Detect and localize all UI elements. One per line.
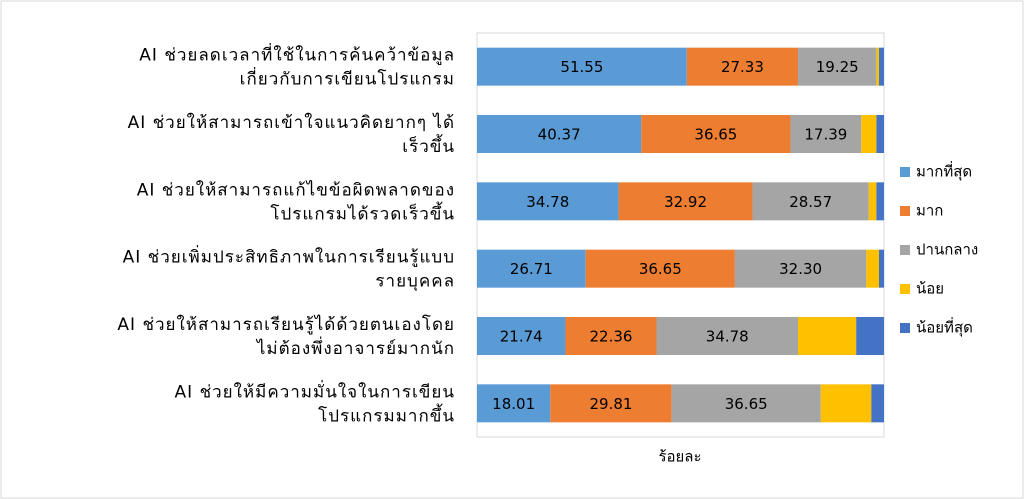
bar-segment [477,182,619,221]
value-label: 36.65 [639,260,682,278]
bar-segment [790,115,862,153]
plot-border [476,32,885,438]
legend-label: มาก [916,202,943,220]
value-label: 34.78 [526,193,569,211]
legend-swatch [900,206,910,216]
category-label: AI ช่วยเพิ่มประสิทธิภาพในการเรียนรู้แบบ [123,245,455,268]
bar-segment [686,47,799,86]
bar-segment [878,47,884,86]
legend-label: มากที่สุด [916,161,972,182]
value-label: 17.39 [804,126,847,144]
value-label: 32.92 [664,193,707,211]
bar-segment [477,384,551,423]
bar-segment [866,249,879,288]
legend-label: น้อยที่สุด [916,317,973,338]
bar-segment [477,115,642,153]
bar-segment [585,249,735,288]
category-label: AI ช่วยลดเวลาที่ใช้ในการค้นคว้าข้อมูล [139,43,455,66]
value-label: 32.30 [779,260,822,278]
value-label: 19.25 [816,58,859,76]
category-label: โปรแกรมมากขึ้น [318,403,455,426]
bar-segment [477,317,566,355]
value-label: 18.01 [492,395,535,413]
bar-segment [550,384,672,423]
bar-segment [876,182,884,221]
category-label: โปรแกรมได้รวดเร็วขึ้น [270,201,455,224]
legend-swatch [900,323,910,333]
bar-segment [477,249,586,288]
category-label: AI ช่วยให้สามารถแก้ไขข้อผิดพลาดของ [137,179,455,200]
category-label: รายบุคคล [375,272,455,292]
legend-label: ปานกลาง [916,241,978,259]
legend-label: น้อย [916,280,944,298]
bar-segment [565,317,657,355]
bar-segment [856,317,884,355]
value-label: 28.57 [789,193,832,211]
value-label: 34.78 [706,328,749,346]
bar-segment [752,182,869,221]
bar-segment [671,384,821,423]
category-label: AI ช่วยให้สามารถเรียนรู้ได้ด้วยตนเองโดย [117,314,455,335]
value-label: 51.55 [560,58,603,76]
category-label: เร็วขึ้น [402,134,455,157]
bar-segment [878,249,885,288]
value-label: 40.37 [538,126,581,144]
bar-segment [876,115,884,153]
bar-segment [820,384,872,423]
value-label: 29.81 [589,395,632,413]
bar-segment [798,47,877,86]
value-label: 21.74 [500,328,543,346]
value-label: 26.71 [510,260,553,278]
bar-segment [861,115,877,153]
bar-segment [477,47,687,86]
legend-swatch [900,284,910,294]
value-label: 22.36 [590,328,633,346]
x-axis-label: ร้อยละ [658,448,701,466]
bar-segment [641,115,791,153]
category-label: เกี่ยวกับการเขียนโปรแกรม [240,67,455,90]
bar-segment [656,317,799,355]
value-label: 27.33 [721,58,764,76]
legend-swatch [900,245,910,255]
value-label: 36.65 [725,395,768,413]
bar-segment [868,182,877,221]
bar-segment [798,317,857,355]
category-label: ไม่ต้องพึ่งอาจารย์มากนัก [255,336,455,359]
legend-swatch [900,167,910,177]
bar-segment [871,384,884,423]
category-label: AI ช่วยให้สามารถเข้าใจแนวคิดยากๆ ได้ [128,112,455,133]
value-label: 36.65 [694,126,737,144]
bar-segment [734,249,867,288]
category-label: AI ช่วยให้มีความมั่นใจในการเขียน [175,379,455,402]
bar-segment [876,47,879,86]
bar-segment [618,182,753,221]
